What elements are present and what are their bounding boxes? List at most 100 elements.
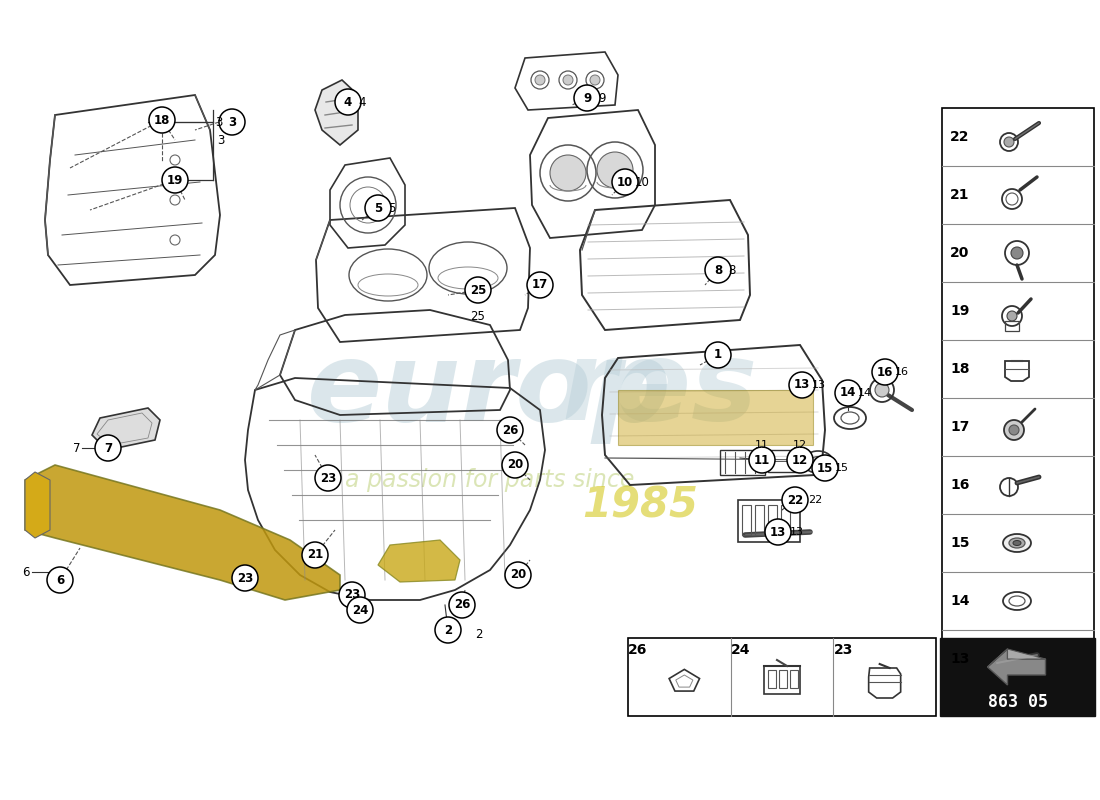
Text: 18: 18: [950, 362, 970, 376]
Circle shape: [148, 107, 175, 133]
Text: 12: 12: [792, 454, 808, 466]
Circle shape: [597, 152, 632, 188]
Text: 5: 5: [374, 202, 382, 214]
Circle shape: [1004, 420, 1024, 440]
Text: 24: 24: [730, 643, 750, 657]
Circle shape: [434, 617, 461, 643]
Text: 26: 26: [628, 643, 648, 657]
Circle shape: [502, 452, 528, 478]
Polygon shape: [25, 472, 50, 538]
Circle shape: [782, 487, 808, 513]
Circle shape: [749, 447, 775, 473]
Circle shape: [789, 372, 815, 398]
Polygon shape: [25, 465, 340, 600]
Circle shape: [835, 380, 861, 406]
Circle shape: [339, 582, 365, 608]
Circle shape: [874, 383, 889, 397]
Bar: [738, 500, 800, 542]
Text: europ: europ: [307, 337, 672, 443]
Text: 7: 7: [73, 442, 80, 454]
Text: 8: 8: [714, 263, 722, 277]
Text: 14: 14: [950, 594, 970, 608]
Circle shape: [705, 257, 732, 283]
Text: 20: 20: [950, 246, 970, 260]
Text: 2: 2: [444, 623, 452, 637]
Text: 23: 23: [236, 571, 253, 585]
Text: 19: 19: [167, 174, 184, 186]
Text: 11: 11: [754, 454, 770, 466]
Ellipse shape: [1009, 538, 1025, 548]
Polygon shape: [988, 649, 1045, 667]
Circle shape: [590, 75, 600, 85]
Circle shape: [315, 465, 341, 491]
Polygon shape: [378, 540, 460, 582]
Text: 6: 6: [56, 574, 64, 586]
Circle shape: [47, 567, 73, 593]
Bar: [940, 638, 1094, 716]
Circle shape: [550, 155, 586, 191]
Circle shape: [346, 597, 373, 623]
Bar: [781, 505, 790, 535]
Circle shape: [1004, 137, 1014, 147]
Polygon shape: [92, 408, 160, 450]
Text: 5: 5: [388, 202, 395, 214]
Circle shape: [505, 562, 531, 588]
Text: 12: 12: [793, 440, 807, 450]
Text: 1985: 1985: [582, 484, 698, 526]
Circle shape: [527, 272, 553, 298]
Circle shape: [535, 75, 544, 85]
Text: 23: 23: [320, 471, 337, 485]
Text: 22: 22: [950, 130, 970, 144]
Text: 10: 10: [635, 175, 650, 189]
Text: 10: 10: [617, 175, 634, 189]
Text: 8: 8: [728, 263, 736, 277]
Circle shape: [1006, 311, 1018, 321]
Polygon shape: [315, 80, 358, 145]
Circle shape: [465, 277, 491, 303]
Bar: [768, 505, 777, 535]
Text: 17: 17: [532, 278, 548, 291]
Circle shape: [497, 417, 522, 443]
Text: 16: 16: [877, 366, 893, 378]
Text: 7: 7: [103, 442, 112, 454]
Text: 17: 17: [950, 420, 970, 434]
Circle shape: [336, 89, 361, 115]
Circle shape: [162, 167, 188, 193]
Circle shape: [1009, 425, 1019, 435]
Circle shape: [872, 359, 898, 385]
Text: 26: 26: [502, 423, 518, 437]
Text: 21: 21: [950, 188, 970, 202]
Bar: [942, 108, 1094, 688]
Ellipse shape: [1013, 541, 1021, 546]
Bar: [628, 638, 936, 716]
Ellipse shape: [810, 457, 826, 467]
Text: res: res: [562, 337, 758, 443]
Text: 18: 18: [154, 114, 170, 126]
Text: 6: 6: [22, 566, 30, 578]
Circle shape: [705, 342, 732, 368]
Text: 3: 3: [217, 134, 224, 146]
Circle shape: [563, 75, 573, 85]
Text: 22: 22: [786, 494, 803, 506]
Text: 13: 13: [812, 380, 826, 390]
Text: 2: 2: [475, 629, 483, 642]
Text: 1: 1: [714, 349, 722, 362]
Bar: [764, 666, 800, 694]
Text: 14: 14: [858, 388, 872, 398]
Text: 20: 20: [507, 458, 524, 471]
Text: 20: 20: [510, 569, 526, 582]
Text: 13: 13: [950, 652, 970, 666]
Bar: [618, 390, 813, 445]
Circle shape: [612, 169, 638, 195]
Circle shape: [302, 542, 328, 568]
Text: 9: 9: [583, 91, 591, 105]
Text: 23: 23: [344, 589, 360, 602]
Text: 13: 13: [794, 378, 810, 391]
Circle shape: [219, 109, 245, 135]
Bar: [742, 505, 751, 535]
Text: 16: 16: [895, 367, 909, 377]
Circle shape: [574, 85, 600, 111]
Circle shape: [812, 455, 838, 481]
Ellipse shape: [1003, 534, 1031, 552]
Text: 26: 26: [454, 598, 470, 611]
